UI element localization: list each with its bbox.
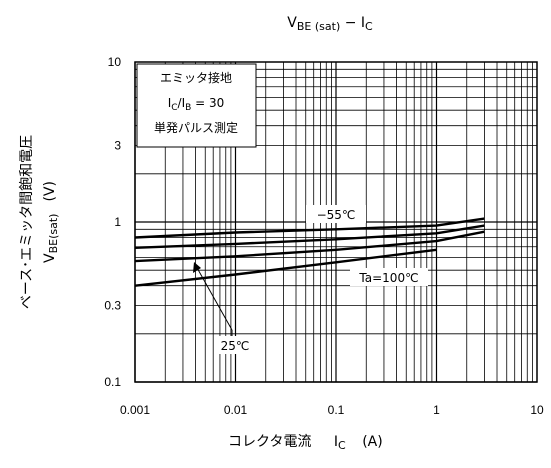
- annotation-bg-25c: [214, 336, 256, 354]
- x-tick-label: 0.01: [224, 403, 248, 417]
- x-tick-label: 0.001: [120, 403, 150, 417]
- conditions-line2: IC/IB = 30: [168, 96, 225, 113]
- chart-title-sub: BE (sat): [297, 20, 340, 33]
- y-axis-label-text: ベース･エミッタ間飽和電圧: [18, 135, 35, 309]
- conditions-line3: 単発パルス測定: [154, 120, 238, 135]
- arrow-line-25c: [195, 265, 233, 331]
- series-line-0: [134, 217, 485, 239]
- y-tick-label: 0.1: [104, 375, 121, 389]
- y-axis-label-unit: VBE(sat)(V): [42, 181, 60, 263]
- y-tick-label: 1: [114, 215, 121, 229]
- chart-title-main: V: [287, 15, 297, 31]
- series-group: [134, 217, 485, 287]
- conditions-line1: エミッタ接地: [160, 70, 232, 85]
- annotation-25c: 25℃: [221, 339, 250, 353]
- y-tick-label: 0.3: [104, 299, 121, 313]
- x-tick-labels: 0.001 0.01 0.1 1 10: [120, 403, 544, 417]
- plot-frame: [134, 61, 538, 383]
- arrowhead-25c: [193, 262, 201, 273]
- annotation-bg-minus55: [306, 205, 366, 223]
- series-line-1: [134, 224, 485, 249]
- annotation-bg-ta100: [350, 268, 428, 286]
- y-tick-label: 10: [108, 55, 122, 69]
- x-tick-label: 10: [530, 403, 544, 417]
- x-tick-label: 1: [433, 403, 440, 417]
- chart-title-rest: − I: [340, 15, 365, 31]
- x-axis-label: コレクタ電流 IC (A): [228, 434, 383, 453]
- conditions-box: [136, 63, 257, 148]
- y-tick-label: 3: [114, 139, 121, 153]
- annotation-ta100: Ta=100℃: [358, 271, 418, 285]
- y-tick-labels: 0.1 0.3 1 3 10: [104, 55, 121, 389]
- chart-title: VBE (sat) − IC: [287, 15, 373, 33]
- chart-title-sub2: C: [365, 20, 373, 33]
- annotation-minus55: −55℃: [317, 208, 356, 222]
- series-line-2: [134, 230, 485, 263]
- x-tick-label: 0.1: [328, 403, 345, 417]
- series-line-extra: [134, 248, 437, 287]
